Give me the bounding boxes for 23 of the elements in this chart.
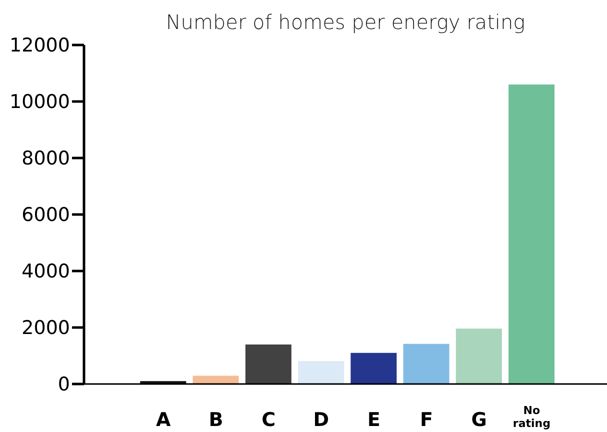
bar — [192, 376, 239, 384]
y-tick-label: 0 — [58, 374, 70, 396]
x-tick-label: A — [156, 409, 171, 431]
y-tick-label: 12000 — [10, 34, 70, 57]
chart-title: Number of homes per energy rating — [164, 10, 526, 34]
y-tick-label: 10000 — [10, 91, 70, 114]
x-tick-label: E — [367, 409, 380, 431]
x-tick-label: No rating — [512, 404, 550, 430]
bar — [298, 361, 344, 384]
x-tick-label: B — [208, 409, 224, 431]
bar — [456, 328, 502, 384]
x-tick-label: G — [471, 409, 487, 431]
bar — [245, 344, 292, 384]
x-tick-label: D — [313, 409, 330, 431]
y-tick-label: 6000 — [22, 204, 70, 226]
x-tick-label: F — [420, 409, 433, 431]
bar — [508, 84, 555, 384]
bar — [403, 344, 450, 384]
x-tick-label: C — [262, 409, 276, 431]
y-tick-label: 8000 — [22, 148, 70, 170]
bar — [350, 352, 397, 384]
y-tick-label: 4000 — [22, 260, 70, 283]
y-tick-label: 2000 — [22, 317, 70, 340]
